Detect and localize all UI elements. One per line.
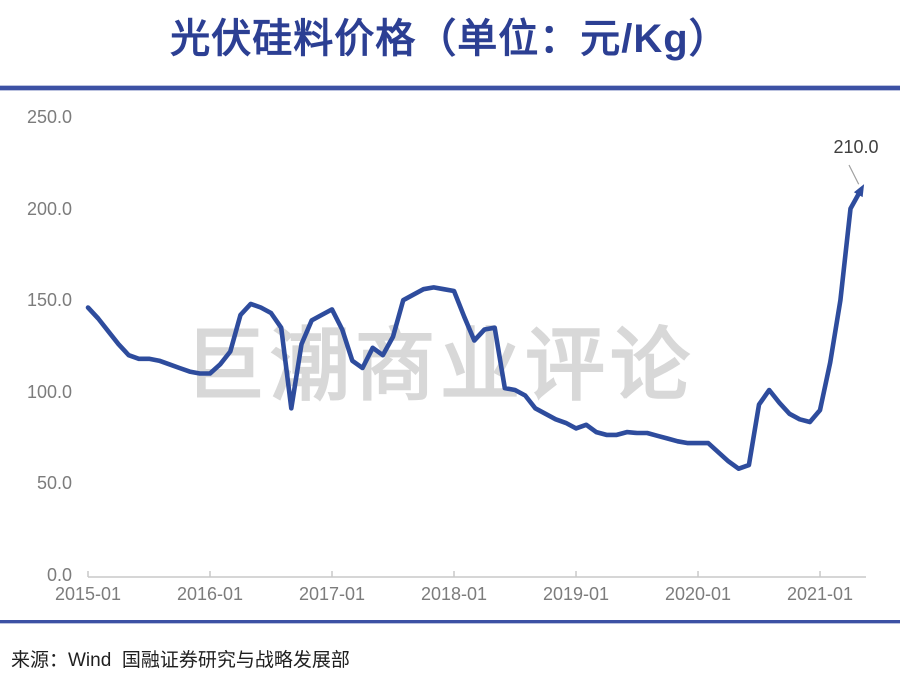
line-end-arrow-icon	[853, 184, 865, 198]
top-divider	[0, 86, 900, 90]
x-axis-label: 2018-01	[420, 584, 488, 604]
last-value-label: 210.0	[833, 137, 879, 157]
x-axis-label: 2016-01	[176, 584, 244, 604]
source-text: 来源：Wind 国融证券研究与战略发展部	[11, 650, 350, 671]
x-axis-label: 2021-01	[786, 584, 854, 604]
watermark: 巨潮商业评论	[185, 321, 695, 410]
label-leader-line	[848, 164, 860, 185]
y-axis-label: 150.0	[26, 290, 72, 311]
x-axis-label: 2019-01	[542, 584, 610, 604]
price-line	[85, 188, 864, 472]
y-axis-label: 200.0	[26, 198, 72, 219]
x-axis-label: 2017-01	[298, 584, 366, 604]
x-axis-label: 2020-01	[664, 584, 732, 604]
chart-title: 光伏硅料价格（单位：元/Kg）	[170, 17, 730, 61]
y-axis-label: 250.0	[26, 107, 72, 127]
bottom-divider	[0, 620, 900, 623]
y-axis-label: 0.0	[46, 565, 72, 585]
y-axis-label: 50.0	[36, 473, 72, 494]
x-axis-label: 2015-01	[54, 584, 122, 604]
y-axis-label: 100.0	[26, 381, 72, 402]
